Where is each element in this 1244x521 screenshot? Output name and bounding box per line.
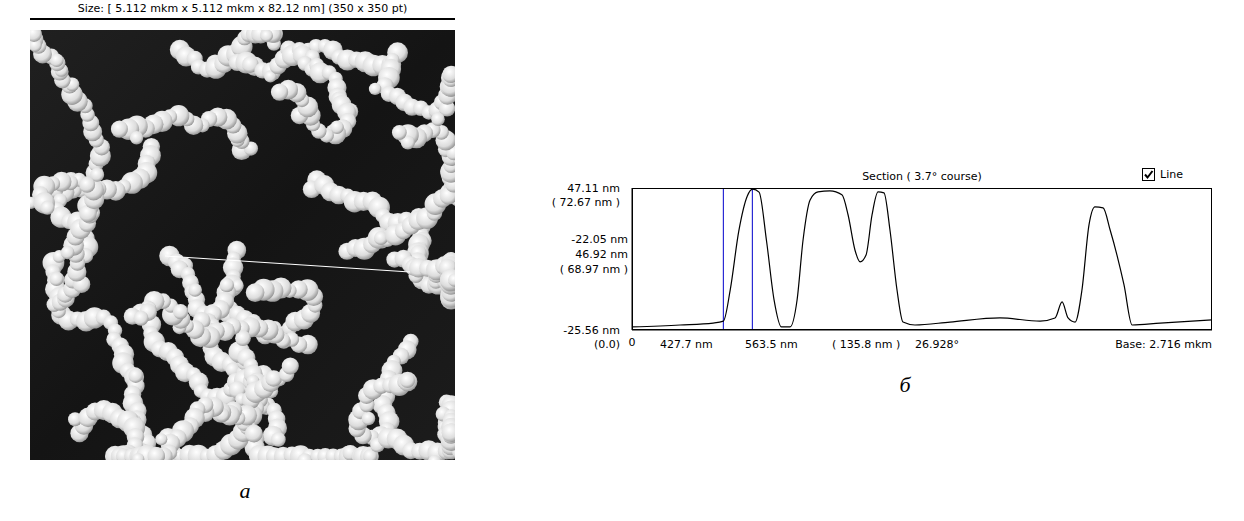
html-text:Size: [ 5.112 mkm x 5.112 mkm: Size: [ 5.112 mkm x 5.112 mkm x 82.12 nm… (77, 2, 408, 15)
svg-text:-25.56 nm: -25.56 nm (563, 324, 620, 337)
svg-text:( 72.67 nm ): ( 72.67 nm ) (552, 196, 620, 209)
html-text:Base: 2.716 mkm: Base: 2.716 mkm (1115, 338, 1212, 351)
html-text:б: б (899, 372, 911, 397)
svg-text:47.11 nm: 47.11 nm (567, 182, 620, 195)
html-text:Line: Line (1160, 168, 1183, 181)
html-text:( 135.8 nm ): ( 135.8 nm ) (832, 338, 901, 351)
html-text:46.92 nm: 46.92 nm (575, 248, 628, 261)
html-text:26.928°: 26.928° (915, 338, 959, 351)
html-text:427.7 nm: 427.7 nm (660, 338, 713, 351)
svg-text:0: 0 (629, 336, 636, 349)
html-text:-22.05 nm: -22.05 nm (571, 233, 628, 246)
html-text:а: а (239, 478, 251, 503)
html-text:563.5 nm: 563.5 nm (745, 338, 798, 351)
html-text:Section ( 3.7° course): Section ( 3.7° course) (862, 170, 982, 183)
svg-text:(0.0): (0.0) (594, 338, 620, 351)
html-text:( 68.97 nm ): ( 68.97 nm ) (559, 263, 628, 276)
